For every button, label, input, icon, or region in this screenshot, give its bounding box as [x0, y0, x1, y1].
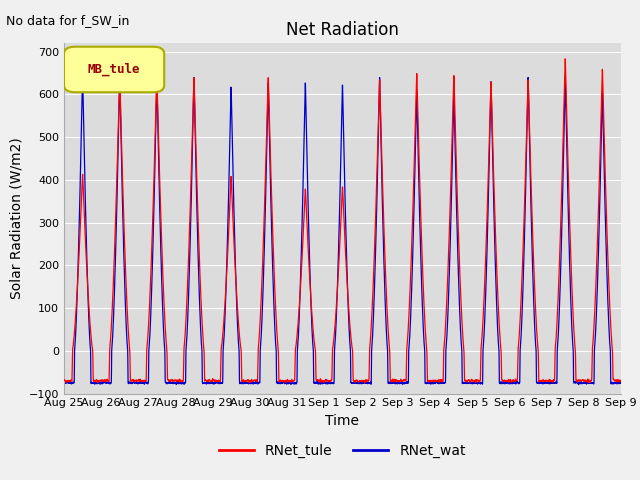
Text: MB_tule: MB_tule: [88, 63, 140, 76]
RNet_tule: [499, 377, 507, 383]
RNet_wat: [575, 382, 582, 387]
RNet_tule: [322, 377, 330, 383]
X-axis label: Time: Time: [325, 414, 360, 428]
RNet_tule: [467, 377, 475, 383]
RNet_tule: [616, 378, 624, 384]
RNet_wat: [436, 380, 444, 386]
RNet_tule: [561, 56, 569, 62]
FancyBboxPatch shape: [64, 47, 164, 92]
RNet_tule: [60, 377, 68, 383]
RNet_wat: [161, 339, 168, 345]
Y-axis label: Solar Radiation (W/m2): Solar Radiation (W/m2): [9, 138, 23, 299]
Legend: RNet_tule, RNet_wat: RNet_tule, RNet_wat: [214, 439, 471, 464]
RNet_wat: [467, 380, 475, 385]
Line: RNet_wat: RNet_wat: [64, 74, 621, 384]
RNet_tule: [361, 380, 369, 385]
Text: No data for f_SW_in: No data for f_SW_in: [6, 14, 130, 27]
RNet_wat: [322, 380, 330, 386]
RNet_tule: [160, 301, 168, 307]
RNet_wat: [499, 380, 507, 385]
RNet_wat: [617, 380, 625, 386]
RNet_tule: [617, 379, 625, 384]
RNet_wat: [79, 72, 86, 77]
RNet_wat: [616, 381, 624, 386]
Title: Net Radiation: Net Radiation: [286, 21, 399, 39]
RNet_tule: [436, 378, 444, 384]
RNet_wat: [60, 380, 68, 386]
Line: RNet_tule: RNet_tule: [64, 59, 621, 383]
